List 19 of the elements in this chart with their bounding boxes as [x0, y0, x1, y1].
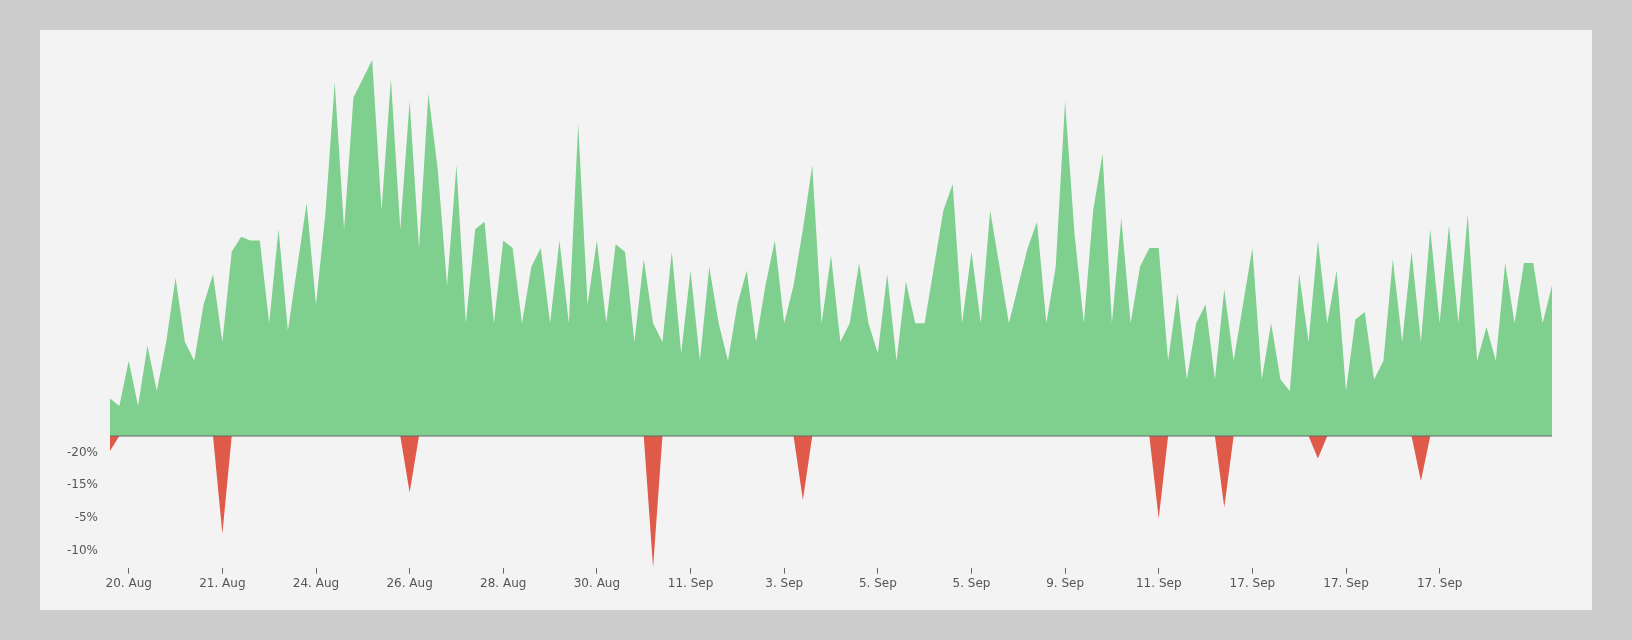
x-tick-label: 5. Sep — [952, 575, 991, 590]
x-tick-label: 26. Aug — [386, 575, 433, 590]
x-tick-label: 11. Sep — [667, 575, 714, 590]
x-tick-label: 28. Aug — [480, 575, 527, 590]
x-tick-label: 11. Sep — [1135, 575, 1182, 590]
x-tick-label: 21. Aug — [199, 575, 246, 590]
x-tick-label: 3. Sep — [765, 575, 804, 590]
x-tick-label: 5. Sep — [858, 575, 897, 590]
x-tick-label: 30. Aug — [573, 575, 621, 590]
text: -5% — [74, 510, 98, 525]
x-tick-label: 24. Aug — [292, 575, 340, 590]
text: -15% — [66, 477, 98, 492]
x-tick-label: 17. Sep — [1323, 575, 1369, 590]
x-tick-label: 17. Sep — [1229, 575, 1276, 590]
text: -20% — [66, 444, 98, 459]
x-tick-label: 9. Sep — [1046, 575, 1085, 590]
x-tick-label: 17. Sep — [1416, 575, 1463, 590]
x-tick-label: 20. Aug — [105, 575, 152, 590]
text: -10% — [66, 543, 98, 558]
